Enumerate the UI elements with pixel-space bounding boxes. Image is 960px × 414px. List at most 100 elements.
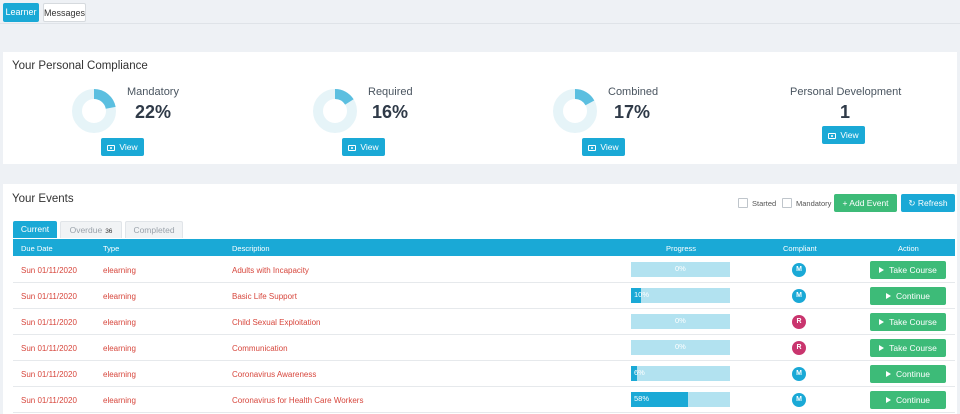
description-cell[interactable]: Communication	[232, 344, 288, 353]
required-value: 16%	[372, 102, 409, 122]
row-action-button[interactable]: Continue	[870, 365, 946, 383]
personal-development-value: 1	[840, 102, 851, 122]
compliance-badge: M	[792, 263, 806, 277]
type-cell: elearning	[103, 396, 136, 405]
events-table-header: Due Date Type Description Progress Compl…	[13, 239, 955, 256]
overdue-count-badge: 36	[105, 228, 113, 235]
view-label: View	[840, 130, 859, 140]
row-action-button[interactable]: Take Course	[870, 313, 946, 331]
description-cell[interactable]: Adults with Incapacity	[232, 266, 309, 275]
refresh-icon: ↻	[908, 198, 918, 208]
mandatory-value: 22%	[135, 102, 172, 122]
play-icon	[885, 397, 891, 403]
progress-bar: 0%	[631, 340, 730, 355]
description-cell[interactable]: Basic Life Support	[232, 292, 297, 301]
progress-label: 0%	[675, 316, 686, 325]
table-row: Sun 01/11/2020 elearning Child Sexual Expl…	[13, 309, 955, 335]
camera-icon	[107, 145, 116, 151]
tab-learner[interactable]: Learner	[3, 3, 39, 22]
combined-value: 17%	[614, 102, 651, 122]
compliance-badge: R	[792, 341, 806, 355]
action-label: Continue	[895, 369, 931, 379]
type-cell: elearning	[103, 318, 136, 327]
description-cell[interactable]: Coronavirus for Health Care Workers	[232, 396, 364, 405]
row-action-button[interactable]: Take Course	[870, 261, 946, 279]
table-row: Sun 01/11/2020 elearning Coronavirus Aware…	[13, 361, 955, 387]
type-cell: elearning	[103, 266, 136, 275]
description-cell[interactable]: Child Sexual Exploitation	[232, 318, 321, 327]
required-label: Required	[368, 86, 413, 98]
play-icon	[879, 319, 885, 325]
column-type[interactable]: Type	[103, 244, 120, 253]
compliance-combined: Combined 17%	[552, 82, 722, 162]
row-action-button[interactable]: Take Course	[870, 339, 946, 357]
compliance-title: Your Personal Compliance	[12, 60, 148, 72]
combined-view-button[interactable]: View	[582, 138, 625, 156]
play-icon	[879, 267, 885, 273]
top-tab-bar: Learner Messages	[0, 0, 960, 24]
progress-bar: 0%	[631, 314, 730, 329]
action-label: Continue	[895, 291, 931, 301]
required-donut-chart	[313, 89, 357, 133]
compliance-mandatory: Mandatory 22%	[71, 82, 241, 162]
column-due-date[interactable]: Due Date	[21, 244, 53, 253]
camera-icon	[828, 133, 837, 139]
due-date-cell: Sun 01/11/2020	[21, 370, 77, 379]
started-label: Started	[752, 199, 777, 208]
compliance-badge: R	[792, 315, 806, 329]
refresh-label: Refresh	[917, 198, 948, 208]
tab-messages[interactable]: Messages	[43, 3, 86, 22]
progress-label: 6%	[634, 368, 645, 377]
compliance-required: Required 16%	[312, 82, 482, 162]
play-icon	[879, 345, 885, 351]
mandatory-filter[interactable]: Mandatory	[782, 198, 831, 208]
progress-fill	[631, 288, 641, 303]
action-label: Continue	[895, 395, 931, 405]
started-checkbox[interactable]	[738, 198, 748, 208]
due-date-cell: Sun 01/11/2020	[21, 266, 77, 275]
due-date-cell: Sun 01/11/2020	[21, 318, 77, 327]
progress-bar: 58%	[631, 392, 730, 407]
play-icon	[885, 293, 891, 299]
events-title: Your Events	[12, 193, 74, 205]
compliance-panel: Your Personal Compliance Mandatory 22% V…	[3, 52, 957, 164]
refresh-button[interactable]: ↻ Refresh	[901, 194, 955, 212]
required-view-button[interactable]: View	[342, 138, 385, 156]
personal-development-view-button[interactable]: View	[822, 126, 865, 144]
tab-overdue[interactable]: Overdue 36	[60, 221, 122, 238]
progress-bar: 6%	[631, 366, 730, 381]
overdue-label: Overdue	[69, 225, 103, 235]
table-row: Sun 01/11/2020 elearning Adults with Incap…	[13, 257, 955, 283]
view-label: View	[360, 142, 379, 152]
description-cell[interactable]: Coronavirus Awareness	[232, 370, 317, 379]
progress-label: 0%	[675, 264, 686, 273]
camera-icon	[348, 145, 357, 151]
type-cell: elearning	[103, 292, 136, 301]
action-label: Take Course	[889, 265, 937, 275]
progress-label: 10%	[634, 290, 650, 299]
tab-completed[interactable]: Completed	[125, 221, 183, 238]
compliance-badge: M	[792, 393, 806, 407]
mandatory-label: Mandatory	[127, 86, 179, 98]
due-date-cell: Sun 01/11/2020	[21, 292, 77, 301]
column-compliant[interactable]: Compliant	[783, 244, 817, 253]
progress-bar: 0%	[631, 262, 730, 277]
started-filter[interactable]: Started	[738, 198, 776, 208]
compliance-badge: M	[792, 367, 806, 381]
camera-icon	[588, 145, 597, 151]
column-description[interactable]: Description	[232, 244, 270, 253]
progress-label: 0%	[675, 342, 686, 351]
play-icon	[885, 371, 891, 377]
add-event-button[interactable]: + Add Event	[834, 194, 897, 212]
progress-label: 58%	[634, 394, 650, 403]
column-action[interactable]: Action	[898, 244, 919, 253]
row-action-button[interactable]: Continue	[870, 287, 946, 305]
compliance-badge: M	[792, 289, 806, 303]
progress-fill	[631, 392, 689, 407]
row-action-button[interactable]: Continue	[870, 391, 946, 409]
column-progress[interactable]: Progress	[666, 244, 697, 253]
mandatory-view-button[interactable]: View	[101, 138, 144, 156]
tab-current[interactable]: Current	[13, 221, 57, 238]
mandatory-checkbox[interactable]	[782, 198, 792, 208]
progress-fill	[631, 366, 637, 381]
